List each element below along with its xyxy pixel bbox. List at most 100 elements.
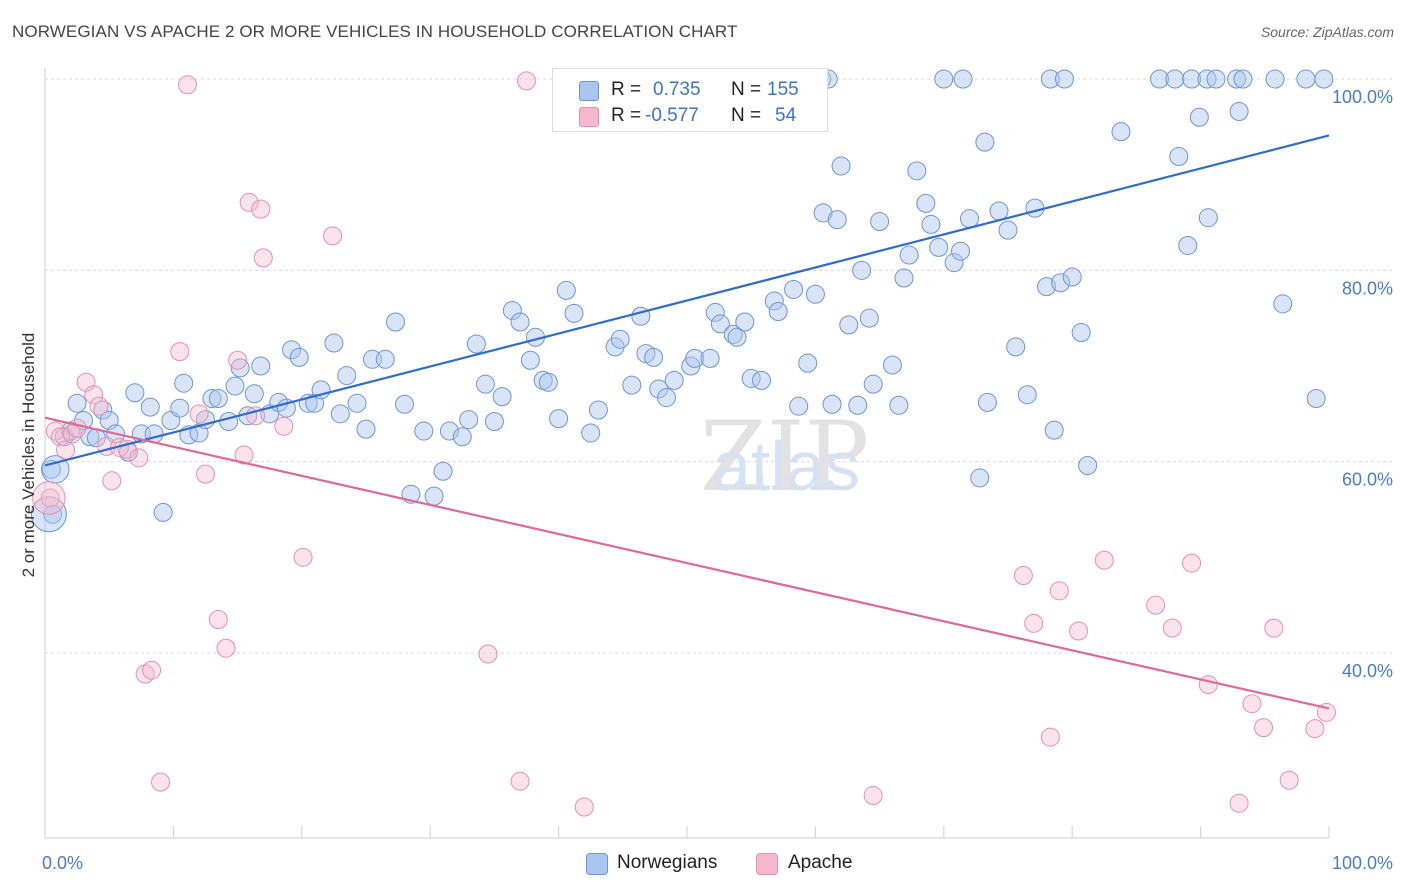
apache-point (189, 404, 209, 424)
y-tick-labels: 100.0% 80.0% 60.0% 40.0% (1332, 87, 1393, 681)
norwegians-point (520, 350, 540, 370)
norwegians-point (202, 389, 222, 409)
norwegians-point (929, 237, 949, 257)
norwegians-point (466, 334, 486, 354)
norwegians-point (1178, 235, 1198, 255)
norwegians-point (723, 324, 743, 344)
norwegians-point (375, 349, 395, 369)
apache-point (510, 771, 530, 791)
norwegians-point (1189, 107, 1209, 127)
norwegians-point (998, 220, 1018, 240)
watermark-zip: ZIP (700, 401, 869, 513)
norwegians-point (219, 411, 239, 431)
norwegians-point (588, 400, 608, 420)
norwegians-point (710, 314, 730, 334)
apache-point (89, 396, 109, 416)
norwegians-point (356, 419, 376, 439)
norwegians-point (452, 427, 472, 447)
legend-r-value: -0.577 (645, 105, 699, 126)
norwegians-point (1037, 277, 1057, 297)
norwegians-point (1296, 69, 1316, 89)
legend-r-label: R = (611, 105, 642, 126)
legend-n-value: 155 (767, 79, 799, 100)
apache-point (129, 448, 149, 468)
norwegians-point (899, 245, 919, 265)
norwegians-point (975, 132, 995, 152)
norwegians-point (934, 69, 954, 89)
norwegians-point (1306, 389, 1326, 409)
norwegians-point (889, 395, 909, 415)
norwegians-point (827, 210, 847, 230)
norwegians-point (1078, 455, 1098, 475)
norwegians-point (1233, 69, 1253, 89)
apache-point (1049, 581, 1069, 601)
norwegians-point (822, 394, 842, 414)
norwegians-point (656, 388, 676, 408)
x-tick-labels: 0.0% 100.0% (42, 853, 1393, 873)
apache-point (170, 342, 190, 362)
norwegians-point (347, 393, 367, 413)
apache-point (1069, 621, 1089, 641)
norwegians-point (433, 461, 453, 481)
norwegians-point (1265, 69, 1285, 89)
legend-n-label: N = (731, 79, 762, 100)
norwegians-point (174, 373, 194, 393)
norwegians-point (798, 353, 818, 373)
apache-point (1279, 770, 1299, 790)
norwegians-point (1273, 294, 1293, 314)
norwegians-point (989, 201, 1009, 221)
norwegians-point (622, 375, 642, 395)
norwegians-point (735, 312, 755, 332)
apache-point (216, 638, 236, 658)
legend-row-norwegians: R = 0.735 N = 155 (553, 77, 827, 105)
norwegians-point (153, 502, 173, 522)
norwegians-point (1229, 102, 1249, 122)
norwegians-point (564, 303, 584, 323)
legend-n-label: N = (731, 105, 762, 126)
norwegians-point (705, 302, 725, 322)
chart-title: NORWEGIAN VS APACHE 2 OR MORE VEHICLES I… (12, 22, 738, 41)
apache-point (1162, 618, 1182, 638)
norwegians-point (916, 193, 936, 213)
norwegians-point (1071, 323, 1091, 343)
norwegians-point (831, 156, 851, 176)
legend-r-label: R = (611, 79, 642, 100)
norwegians-point (581, 423, 601, 443)
norwegians-point (894, 268, 914, 288)
apache-point (1146, 595, 1166, 615)
norwegians-point (610, 329, 630, 349)
norwegians-point (140, 397, 160, 417)
norwegians-point (337, 366, 357, 386)
norwegians-point (414, 421, 434, 441)
norwegians-point (805, 284, 825, 304)
apache-point (32, 481, 66, 515)
norwegians-point (67, 393, 87, 413)
apache-point (574, 797, 594, 817)
apache-point (67, 418, 87, 438)
apache-point (239, 192, 259, 212)
norwegians-point (1314, 69, 1334, 89)
legend-row-apache: R = -0.577 N = 54 (553, 103, 827, 131)
norwegians-point (907, 161, 927, 181)
bottom-legend-swatch-norwegians (586, 853, 608, 875)
apache-point (1094, 550, 1114, 570)
norwegians-point (1044, 420, 1064, 440)
norwegians-point (251, 356, 271, 376)
x-tick-label: 0.0% (42, 853, 83, 873)
y-axis-label: 2 or more Vehicles in Household (19, 333, 38, 578)
norwegians-point (1062, 267, 1082, 287)
norwegians-point (789, 396, 809, 416)
apache-point (1198, 675, 1218, 695)
source-label: Source: ZipAtlas.com (1260, 24, 1394, 40)
norwegians-point (225, 376, 245, 396)
legend-swatch-apache (579, 107, 599, 127)
apache-point (208, 610, 228, 630)
norwegians-point (727, 327, 747, 347)
norwegians-point (386, 312, 406, 332)
norwegians-point (751, 370, 771, 390)
norwegians-point (950, 241, 970, 261)
norwegians-point (125, 383, 145, 403)
apache-point (56, 440, 76, 460)
norwegians-point (244, 384, 264, 404)
apache-point (1182, 553, 1202, 573)
